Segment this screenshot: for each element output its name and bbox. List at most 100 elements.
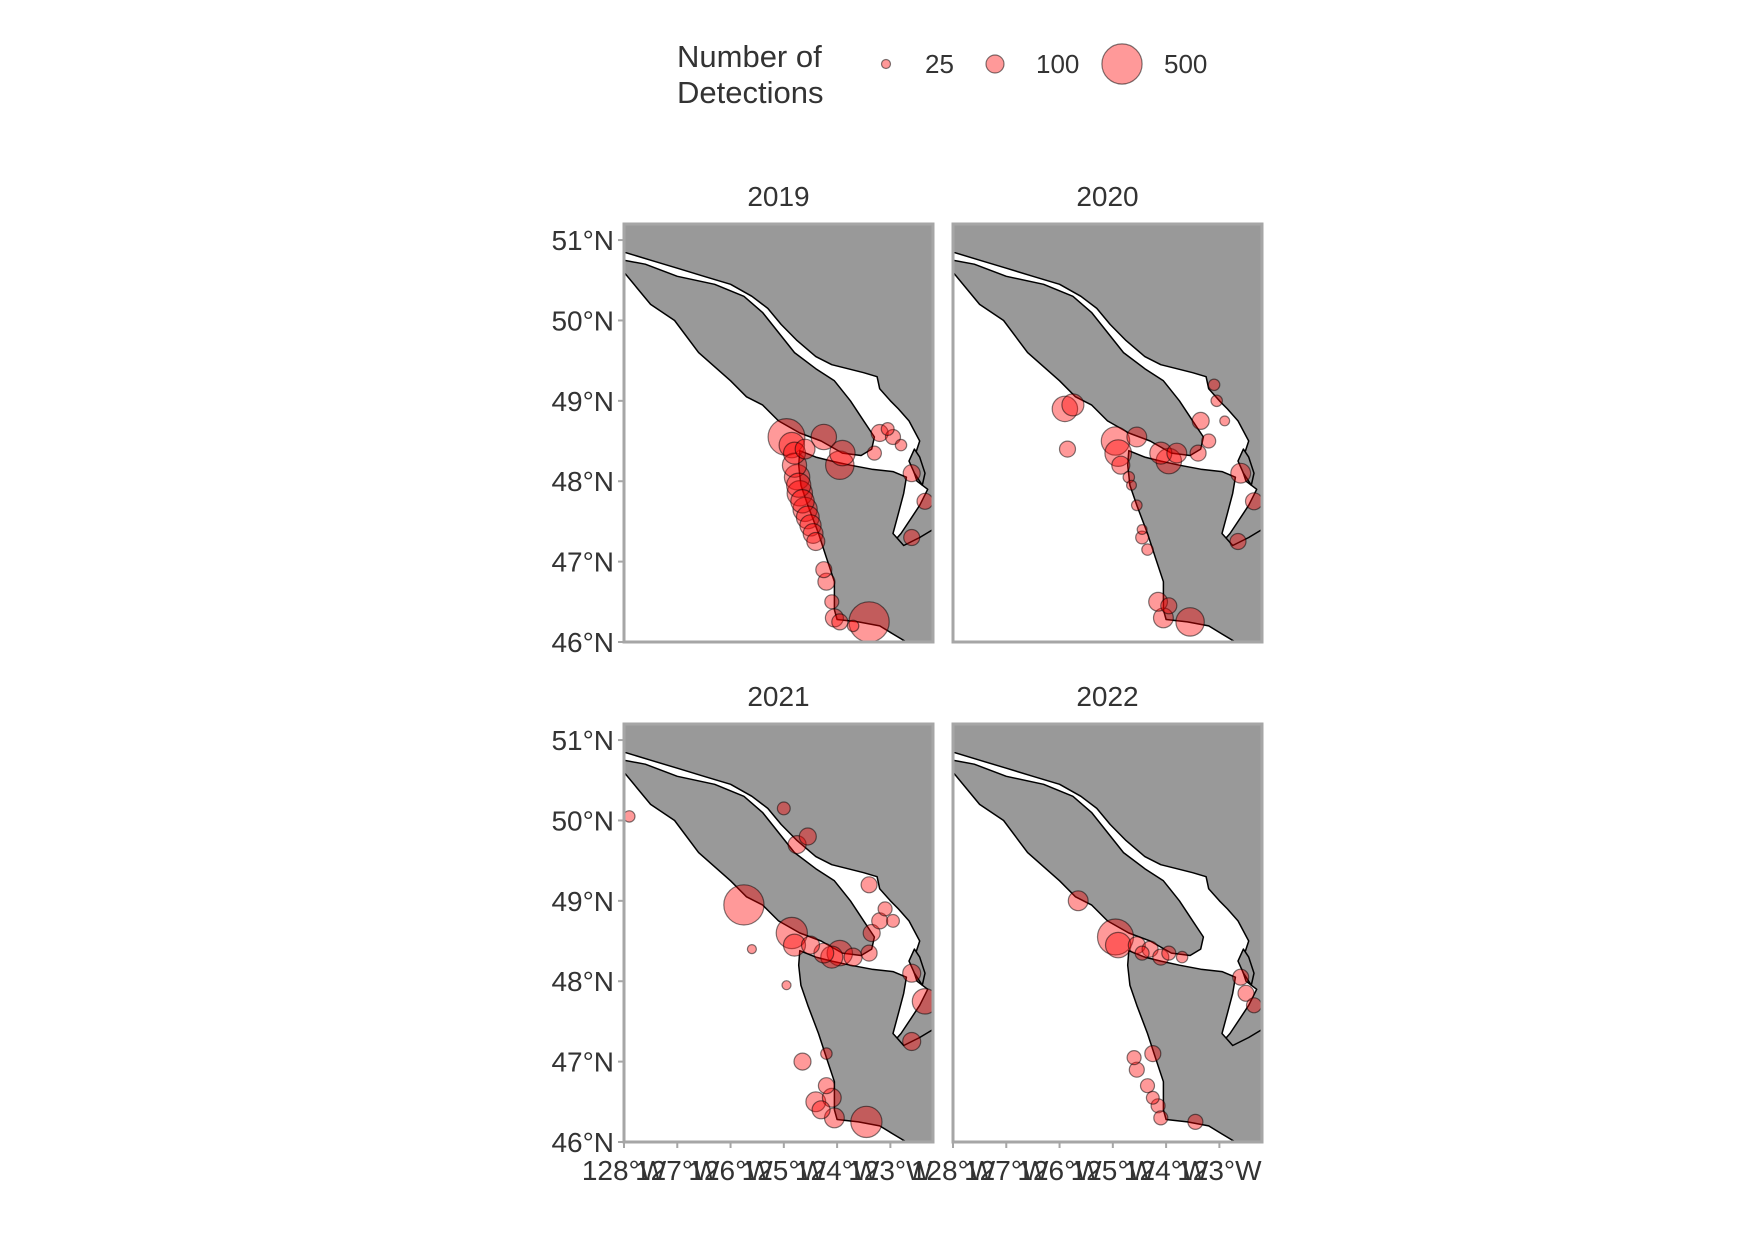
x-tick-label: 128°W (911, 1155, 996, 1186)
detection-point (916, 492, 933, 510)
panel-border (622, 222, 935, 644)
detection-point (1126, 1050, 1142, 1066)
detection-point (786, 479, 814, 507)
detection-point (1237, 984, 1255, 1002)
detection-point (778, 431, 806, 459)
detection-point (781, 980, 792, 991)
panel-border (622, 722, 935, 1144)
detection-point (1111, 455, 1131, 475)
detection-point (860, 944, 878, 962)
detection-point (1152, 607, 1174, 629)
detection-point (1128, 1061, 1145, 1078)
detection-point (1139, 1078, 1156, 1094)
y-tick-label: 50°N (551, 805, 614, 836)
detection-point (1104, 439, 1133, 468)
map-layer (624, 724, 933, 1142)
detection-point (776, 801, 791, 816)
detection-point (1187, 1113, 1204, 1130)
detection-points (1067, 890, 1262, 1130)
land-polygon (1237, 948, 1255, 986)
detection-point (902, 963, 922, 983)
detection-point (902, 464, 921, 483)
detection-point (806, 531, 826, 552)
detection-point (1244, 492, 1262, 511)
detection-point (911, 988, 933, 1015)
detection-point (798, 827, 817, 846)
y-tick-label: 49°N (551, 886, 614, 917)
x-tick-label: 124°W (795, 1155, 880, 1186)
facet-title: 2021 (747, 681, 809, 712)
detection-points (624, 801, 933, 1139)
facet-title: 2019 (747, 181, 809, 212)
detection-point (800, 935, 821, 955)
x-tick-label: 127°W (635, 1155, 720, 1186)
detection-point (829, 439, 856, 467)
y-tick-label: 46°N (551, 1127, 614, 1158)
x-tick-label: 127°W (964, 1155, 1049, 1186)
detection-point (1058, 440, 1077, 458)
detection-point (1100, 426, 1131, 456)
detection-point (1141, 543, 1154, 556)
land-polygon (953, 759, 1205, 957)
detection-point (886, 913, 901, 928)
land-polygon (797, 949, 933, 1142)
y-tick-label: 51°N (551, 225, 614, 256)
x-tick-label: 125°W (742, 1155, 827, 1186)
detection-point (1153, 1110, 1169, 1126)
y-tick-label: 49°N (551, 386, 614, 417)
detection-point (1150, 1098, 1166, 1114)
panel-border (951, 222, 1264, 644)
y-tick-label: 46°N (551, 627, 614, 658)
detection-point (1245, 997, 1262, 1014)
legend-key-label: 25 (925, 49, 954, 79)
detection-point (781, 452, 808, 478)
y-tick-label: 50°N (551, 305, 614, 336)
detection-point (1230, 462, 1252, 484)
detection-point (820, 1047, 833, 1060)
legend-key-circle (985, 54, 1005, 74)
detection-point (1175, 950, 1189, 964)
x-tick-label: 123°W (848, 1155, 933, 1186)
x-tick-label: 124°W (1124, 1155, 1209, 1186)
detection-point (903, 528, 921, 547)
x-tick-label: 126°W (1017, 1155, 1102, 1186)
detection-point (850, 1105, 883, 1139)
detection-point (866, 445, 882, 461)
detection-point (723, 884, 765, 926)
detection-point (1161, 945, 1177, 961)
detection-point (846, 619, 860, 633)
detection-point (1210, 394, 1223, 408)
detection-point (790, 488, 815, 514)
detection-point (1144, 1045, 1162, 1063)
detection-point (1126, 426, 1148, 448)
legend-key-circle (1101, 43, 1143, 85)
detection-point (811, 1100, 831, 1120)
map-layer (953, 224, 1262, 642)
legend-key-label: 100 (1036, 49, 1079, 79)
x-tick-label: 128°W (582, 1155, 667, 1186)
map-layer (953, 724, 1262, 1142)
detection-point (1219, 415, 1231, 427)
x-tick-label: 126°W (688, 1155, 773, 1186)
legend-title-line-2: Detections (677, 75, 823, 110)
detection-point (824, 594, 840, 610)
detection-point (1061, 393, 1085, 417)
detection-points (767, 418, 933, 642)
detection-point (870, 423, 889, 443)
detection-point (1201, 433, 1217, 449)
y-tick-label: 47°N (551, 547, 614, 578)
detection-point (792, 496, 818, 523)
facet-title: 2020 (1076, 181, 1138, 212)
detection-point (1145, 1090, 1160, 1105)
x-tick-label: 123°W (1177, 1155, 1262, 1186)
detection-point (1166, 442, 1188, 464)
detection-point (1160, 597, 1178, 615)
detection-point (894, 438, 908, 452)
detection-point (793, 1052, 812, 1071)
legend-key-label: 500 (1164, 49, 1207, 79)
detection-point (1232, 968, 1250, 986)
detection-point (880, 422, 895, 437)
y-tick-label: 51°N (551, 725, 614, 756)
detection-point (1152, 948, 1170, 966)
